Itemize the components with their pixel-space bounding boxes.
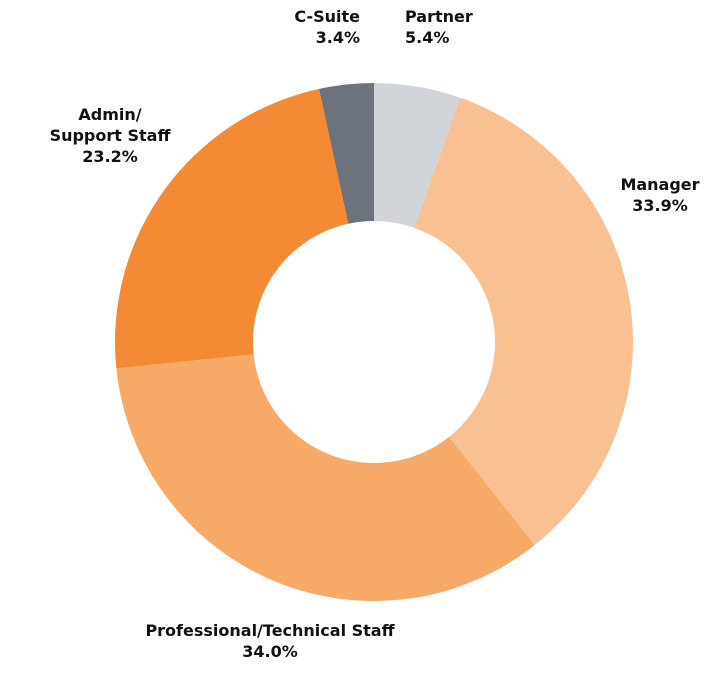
value-label: 5.4% bbox=[405, 28, 450, 47]
category-label: Partner bbox=[405, 7, 473, 26]
category-label: Manager bbox=[620, 175, 700, 194]
slice-label: Professional/Technical Staff 34.0% bbox=[130, 620, 410, 662]
category-label: C-Suite bbox=[294, 7, 360, 26]
donut-segment bbox=[374, 83, 461, 228]
donut-segment bbox=[115, 88, 349, 369]
value-label: 23.2% bbox=[82, 147, 138, 166]
category-label: Admin/ Support Staff bbox=[49, 105, 171, 145]
slice-label: C-Suite 3.4% bbox=[240, 6, 360, 48]
value-label: 34.0% bbox=[242, 642, 298, 661]
category-label: Professional/Technical Staff bbox=[145, 621, 395, 640]
donut-segment bbox=[319, 83, 374, 224]
donut-segment bbox=[116, 354, 535, 601]
value-label: 33.9% bbox=[632, 196, 688, 215]
slice-label: Partner 5.4% bbox=[405, 6, 525, 48]
slice-label: Admin/ Support Staff 23.2% bbox=[40, 104, 180, 167]
donut-segment bbox=[414, 97, 633, 546]
slice-label: Manager 33.9% bbox=[590, 174, 717, 216]
value-label: 3.4% bbox=[315, 28, 360, 47]
